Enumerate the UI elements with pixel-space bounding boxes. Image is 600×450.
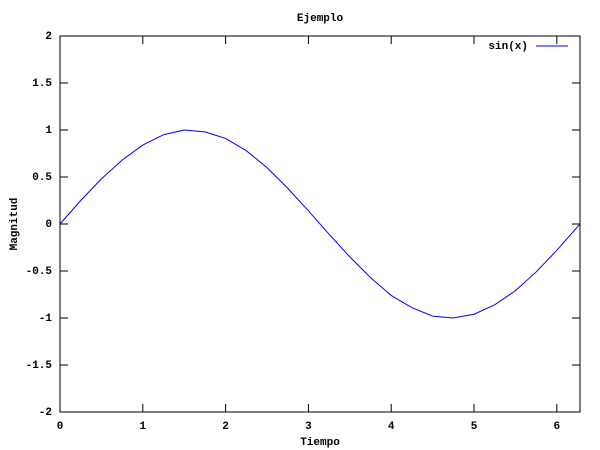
y-tick-label: 1.5: [32, 78, 52, 90]
y-axis-label: Magnitud: [9, 198, 21, 251]
y-tick-label: 1: [45, 125, 52, 137]
y-tick-label: -2: [39, 407, 52, 419]
x-tick-label: 4: [388, 421, 395, 433]
y-tick-label: -0.5: [26, 266, 53, 278]
y-tick-label: 2: [45, 31, 52, 43]
y-tick-label: -1: [39, 313, 53, 325]
x-axis-label: Tiempo: [300, 437, 340, 449]
x-tick-label: 0: [57, 421, 64, 433]
x-tick-label: 6: [554, 421, 561, 433]
x-tick-label: 1: [139, 421, 146, 433]
chart-title: Ejemplo: [297, 13, 344, 25]
legend-label: sin(x): [488, 41, 528, 53]
y-tick-label: 0.5: [32, 172, 52, 184]
x-tick-label: 3: [305, 421, 312, 433]
line-series: [59, 129, 581, 319]
y-tick-label: -1.5: [26, 360, 53, 372]
x-tick-label: 5: [471, 421, 478, 433]
x-tick-label: 2: [222, 421, 229, 433]
y-tick-label: 0: [45, 219, 52, 231]
